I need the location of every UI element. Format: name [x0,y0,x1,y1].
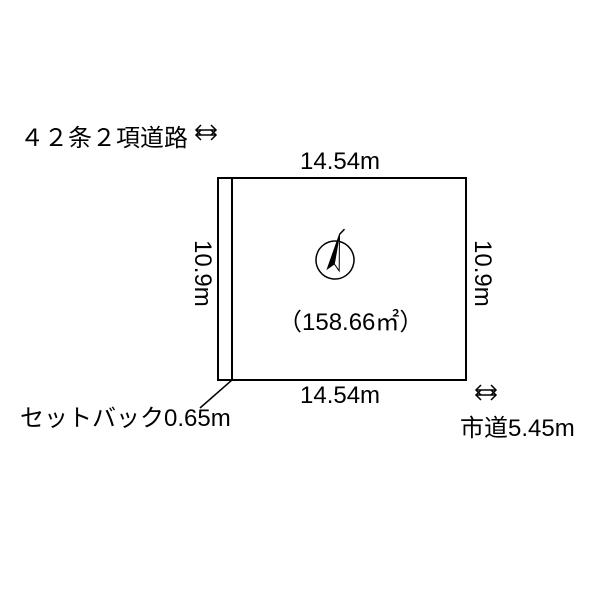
area-label: （158.66㎡） [278,302,423,337]
road-42-2-label: ４２条２項道路 [20,118,188,153]
bottom-width-label: 14.54m [300,382,380,410]
lot-rectangle [218,178,466,380]
right-height-label: 10.9m [468,240,496,307]
compass-icon [313,225,359,282]
plot-diagram [0,0,600,600]
top-left-arrow [196,125,216,140]
left-height-label: 10.9m [188,240,216,307]
setback-label: セットバック0.65m [20,398,231,433]
bottom-right-arrow [476,385,496,400]
top-width-label: 14.54m [300,148,380,176]
city-road-label: 市道5.45m [460,408,575,443]
